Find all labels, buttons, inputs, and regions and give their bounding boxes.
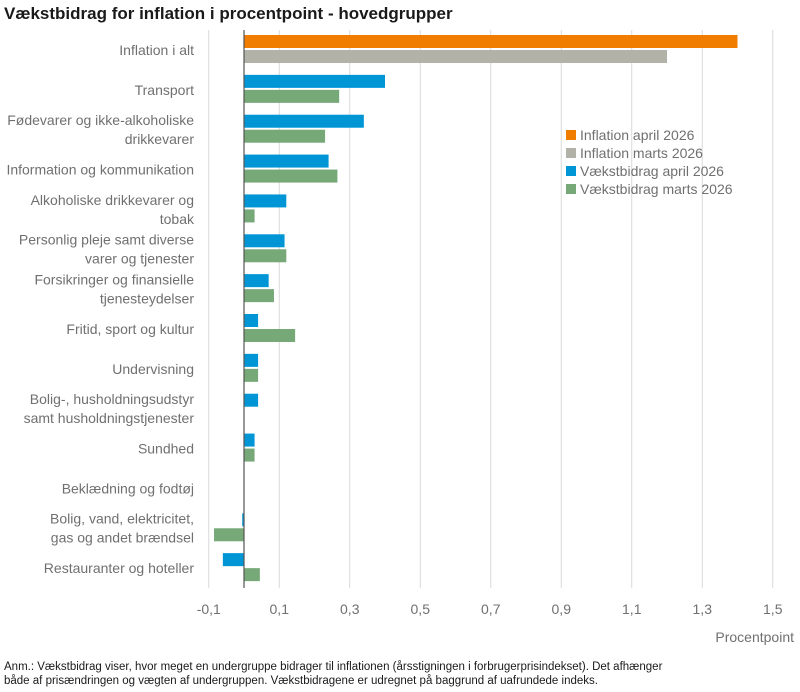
legend-swatch-1 [566, 148, 576, 158]
bar-3-vækstbidrag-marts-2026 [244, 169, 338, 183]
bar-chart: Inflation i alt Transport Fødevarer og ikk… [6, 30, 794, 645]
category-label-1: Transport [135, 82, 195, 98]
footnote-line-2: både af prisændringen og vægten af under… [4, 675, 598, 687]
bar-3-vækstbidrag-april-2026 [244, 154, 329, 168]
bar-2-vækstbidrag-april-2026 [244, 114, 364, 128]
category-label-8: Undervisning [112, 361, 194, 377]
x-tick-label-3: 0,5 [411, 601, 431, 617]
bar-5-vækstbidrag-marts-2026 [244, 249, 287, 263]
x-tick-label-2: 0,3 [340, 601, 360, 617]
bar-12-vækstbidrag-april-2026 [242, 513, 244, 527]
bar-9-vækstbidrag-april-2026 [244, 393, 259, 407]
category-labels: Inflation i alt Transport Fødevarer og ikk… [6, 42, 195, 576]
legend-label-0: Inflation april 2026 [580, 127, 695, 143]
bar-2-vækstbidrag-marts-2026 [244, 129, 326, 143]
legend-label-1: Inflation marts 2026 [580, 145, 703, 161]
x-tick-label-5: 0,9 [552, 601, 572, 617]
legend-swatch-2 [566, 166, 576, 176]
legend-swatch-3 [566, 184, 576, 194]
bar-1-vækstbidrag-marts-2026 [244, 89, 340, 103]
x-tick-label-8: 1,5 [763, 601, 783, 617]
bar-10-vækstbidrag-marts-2026 [244, 448, 255, 462]
bar-4-vækstbidrag-marts-2026 [244, 209, 255, 223]
bar-6-vækstbidrag-april-2026 [244, 274, 269, 288]
x-tick-labels: -0,1 0,1 0,3 0,5 0,7 0,9 1,1 1,3 1,5 [197, 601, 783, 617]
category-label-2: Fødevarer og ikke-alkoholiske drikkevarer [7, 112, 194, 147]
bar-8-vækstbidrag-april-2026 [244, 353, 259, 367]
bar-0-inflation-april-2026 [244, 35, 738, 48]
category-label-11: Beklædning og fodtøj [62, 480, 194, 496]
bar-7-vækstbidrag-marts-2026 [244, 329, 296, 342]
category-label-13: Restauranter og hoteller [44, 560, 195, 576]
footnote-line-1: Anm.: Vækstbidrag viser, hvor meget en u… [4, 661, 663, 673]
bars [214, 35, 738, 582]
bar-12-vækstbidrag-marts-2026 [214, 528, 244, 542]
x-tick-label-7: 1,3 [693, 601, 713, 617]
category-label-7: Fritid, sport og kultur [66, 321, 194, 337]
bar-5-vækstbidrag-april-2026 [244, 234, 285, 248]
category-label-9: Bolig-, husholdningsudstyr samt husholdni… [24, 391, 195, 426]
bar-4-vækstbidrag-april-2026 [244, 194, 287, 208]
footnote: Anm.: Vækstbidrag viser, hvor meget en u… [4, 660, 794, 688]
bar-13-vækstbidrag-april-2026 [222, 553, 244, 567]
bar-6-vækstbidrag-marts-2026 [244, 289, 274, 303]
category-label-0: Inflation i alt [119, 42, 194, 58]
x-tick-label-1: 0,1 [270, 601, 290, 617]
x-tick-label-0: -0,1 [197, 601, 221, 617]
bar-10-vækstbidrag-april-2026 [244, 433, 255, 447]
category-label-5: Personlig pleje samt diverse varer og tje… [19, 232, 194, 267]
bar-7-vækstbidrag-april-2026 [244, 314, 259, 327]
category-label-3: Information og kommunikation [6, 162, 194, 178]
legend-label-2: Vækstbidrag april 2026 [580, 163, 724, 179]
chart-title: Vækstbidrag for inflation i procentpoint… [4, 4, 453, 23]
x-axis-title: Procentpoint [715, 629, 794, 645]
legend-swatch-0 [566, 130, 576, 140]
bar-0-inflation-marts-2026 [244, 50, 667, 63]
bar-13-vækstbidrag-marts-2026 [244, 568, 260, 582]
x-tick-label-4: 0,7 [481, 601, 501, 617]
x-tick-label-6: 1,1 [622, 601, 642, 617]
grid-lines [208, 30, 774, 588]
category-label-10: Sundhed [138, 441, 194, 457]
category-label-4: Alkoholiske drikkevarer og tobak [31, 192, 195, 227]
category-label-6: Forsikringer og finansielle tjenesteydels… [34, 272, 194, 307]
category-label-12: Bolig, vand, elektricitet, gas og andet b… [50, 511, 194, 546]
bar-8-vækstbidrag-marts-2026 [244, 368, 259, 382]
legend: Inflation april 2026 Inflation marts 2026… [566, 127, 733, 197]
legend-label-3: Vækstbidrag marts 2026 [580, 181, 733, 197]
bar-1-vækstbidrag-april-2026 [244, 74, 385, 88]
